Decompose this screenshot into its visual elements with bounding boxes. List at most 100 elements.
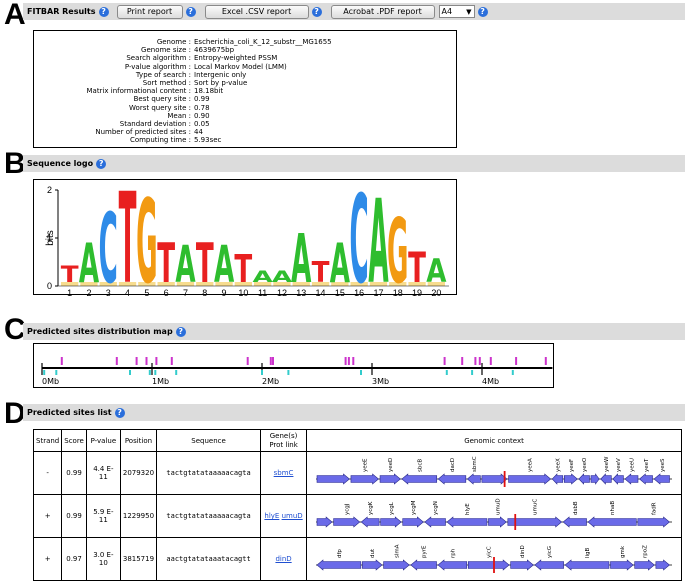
gene-arrow-label: yeeD bbox=[388, 458, 394, 472]
gene-arrow bbox=[612, 473, 624, 485]
gene-arrow bbox=[316, 559, 362, 571]
result-value: 4639675bp bbox=[194, 46, 235, 55]
cell-sequence: aactgtatataaatacagtt bbox=[156, 537, 262, 581]
gene-arrow-label: yeeO bbox=[582, 457, 588, 472]
result-row: Standard deviation :0.05 bbox=[34, 120, 456, 128]
panel-letter-c: C bbox=[4, 313, 26, 346]
help-icon[interactable]: ? bbox=[311, 6, 322, 17]
help-icon[interactable]: ? bbox=[98, 6, 109, 17]
results-toolbar: FITBAR Results ? Print report ? Excel .C… bbox=[23, 3, 685, 20]
logo-letter: A bbox=[79, 232, 99, 296]
gene-arrow-label: yicC bbox=[487, 546, 493, 558]
gene-arrow bbox=[578, 473, 590, 485]
logo-minor-letter bbox=[176, 282, 195, 286]
logo-letter: A bbox=[272, 268, 293, 286]
results-summary-box: Genome : Escherichia_coli_K_12_substr__MG… bbox=[33, 30, 457, 148]
logo-letter: A bbox=[426, 252, 447, 289]
logo-letter: A bbox=[214, 234, 235, 294]
result-label: Matrix informational content : bbox=[86, 87, 191, 96]
help-icon[interactable]: ? bbox=[477, 6, 488, 17]
logo-letter: T bbox=[312, 256, 330, 290]
gene-arrow bbox=[564, 559, 610, 571]
logo-letter: T bbox=[234, 247, 252, 291]
logo-minor-letter bbox=[61, 282, 79, 286]
result-row: Matrix informational content :18.18bit bbox=[34, 87, 456, 95]
cell-pvalue: 5.9 E-11 bbox=[85, 494, 121, 538]
result-value: 0.90 bbox=[194, 111, 210, 120]
logo-minor-letter bbox=[118, 282, 137, 286]
cell-strand: + bbox=[32, 537, 63, 581]
gene-arrow bbox=[610, 559, 634, 571]
cell-position: 3815719 bbox=[119, 537, 158, 581]
result-label: Search algorithm : bbox=[126, 54, 191, 63]
result-row: Search algorithm : Entropy-weighted PSSM bbox=[34, 54, 456, 62]
help-icon[interactable]: ? bbox=[114, 407, 125, 418]
logo-minor-letter bbox=[311, 282, 330, 286]
logo-letter: T bbox=[408, 245, 426, 293]
gene-arrow-label: dinD bbox=[520, 545, 526, 558]
cell-sequence: tactgtatataaaaacagta bbox=[156, 494, 262, 538]
logo-position-label: 3 bbox=[106, 288, 111, 296]
logo-letter: C bbox=[99, 193, 118, 296]
cell-genes: sbmC bbox=[260, 451, 308, 495]
excel-report-button[interactable]: Excel .CSV report bbox=[204, 4, 309, 19]
gene-arrow bbox=[379, 473, 401, 485]
sites-list-title: Predicted sites list bbox=[27, 408, 112, 417]
distribution-map-header: Predicted sites distribution map ? bbox=[23, 323, 685, 340]
cell-genes: dinD bbox=[260, 537, 308, 581]
genomic-context-map: yeeE yeeD sbcB dacD sbmC yeeA yeeX yeeF yeeO yeeW… bbox=[316, 456, 673, 487]
result-label: Mean : bbox=[167, 111, 191, 120]
print-report-button[interactable]: Print report bbox=[116, 4, 183, 19]
gene-arrow bbox=[653, 473, 670, 485]
result-value: Escherichia_coli_K_12_substr__MG1655 bbox=[194, 38, 332, 46]
gene-arrow-label: nhaB bbox=[610, 501, 616, 515]
cell-sequence: tactgtatataaaaacagta bbox=[156, 451, 262, 495]
cell-score: 0.99 bbox=[61, 494, 87, 538]
gene-arrow-label: yeeE bbox=[363, 458, 369, 472]
table-header-row: Strand Score P-value Position Sequence G… bbox=[32, 429, 682, 452]
logo-position-label: 19 bbox=[412, 288, 422, 296]
distribution-map-title: Predicted sites distribution map bbox=[27, 327, 173, 336]
help-icon[interactable]: ? bbox=[175, 326, 186, 337]
gene-arrow-label: dfp bbox=[337, 549, 343, 558]
gene-arrow-label: yeeF bbox=[569, 459, 575, 472]
gene-arrow bbox=[562, 516, 587, 528]
table-row: +0.99 5.9 E-11 1229950 tactgtatataaaaacagta… bbox=[32, 494, 682, 538]
pdf-report-button[interactable]: Acrobat .PDF report bbox=[330, 4, 435, 19]
logo-position-label: 2 bbox=[86, 288, 91, 296]
gene-arrow bbox=[551, 473, 564, 485]
table-row: +0.97 3.0 E-10 3815719 aactgtatataaatacagtt… bbox=[32, 537, 682, 581]
gene-arrow bbox=[316, 516, 333, 528]
gene-arrow bbox=[655, 559, 670, 571]
logo-position-label: 12 bbox=[277, 288, 287, 296]
help-icon[interactable]: ? bbox=[96, 158, 107, 169]
gene-link[interactable]: umuD bbox=[281, 512, 303, 520]
result-row: Number of predicted sites :44 bbox=[34, 128, 456, 136]
map-tick-label: 2Mb bbox=[262, 377, 279, 386]
logo-y-label: bits bbox=[45, 230, 56, 246]
cell-genes: hlyE umuD bbox=[260, 494, 308, 538]
sequence-logo-header: Sequence logo ? bbox=[23, 155, 685, 172]
gene-arrow bbox=[564, 473, 578, 485]
logo-minor-letter bbox=[157, 282, 175, 286]
gene-arrow-label: ycgM bbox=[411, 500, 417, 515]
help-icon[interactable]: ? bbox=[185, 6, 196, 17]
gene-link[interactable]: hlyE bbox=[264, 512, 280, 520]
result-value: 5.93sec bbox=[194, 136, 222, 145]
gene-link[interactable]: dinD bbox=[275, 555, 292, 563]
gene-arrow-label: hlyE bbox=[465, 503, 471, 515]
logo-minor-letter bbox=[427, 282, 445, 286]
logo-minor-letter bbox=[350, 282, 368, 286]
result-label: Type of search : bbox=[135, 70, 191, 79]
gene-arrow-label: ligB bbox=[585, 547, 591, 558]
column-header-strand: Strand bbox=[32, 429, 63, 452]
gene-arrow bbox=[466, 473, 481, 485]
gene-arrow bbox=[508, 473, 552, 485]
logo-position-label: 16 bbox=[354, 288, 364, 296]
page-size-select[interactable]: A4 ▼ bbox=[438, 5, 475, 18]
gene-arrow bbox=[510, 559, 534, 571]
gene-link[interactable]: sbmC bbox=[273, 469, 294, 477]
gene-arrow bbox=[402, 516, 424, 528]
results-title: FITBAR Results bbox=[27, 7, 96, 16]
gene-arrow-label: yeeW bbox=[604, 456, 610, 472]
